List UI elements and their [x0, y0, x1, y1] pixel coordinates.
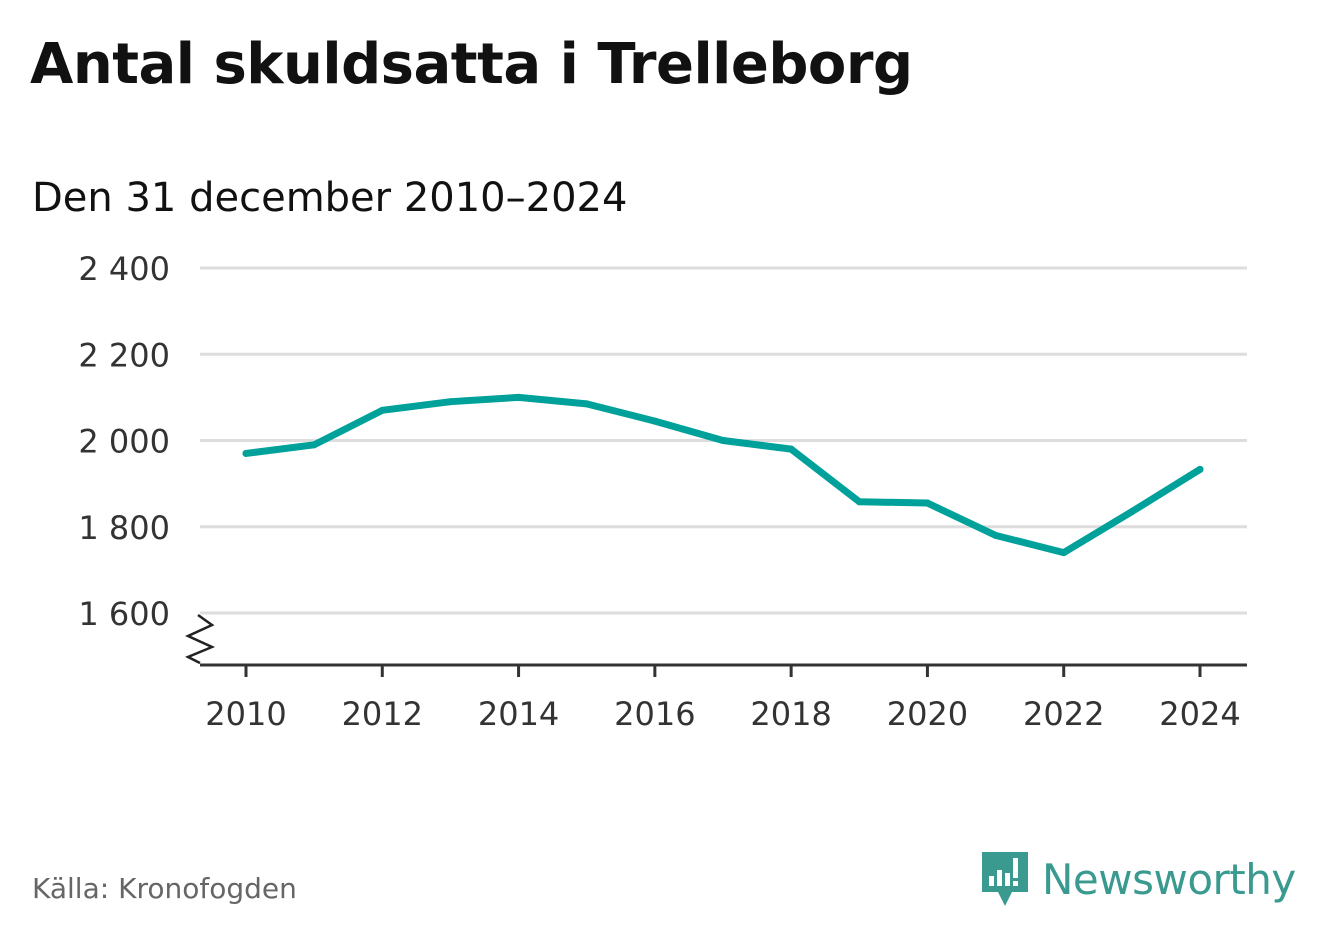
data-point [719, 437, 727, 444]
y-tick-label: 2 400 [78, 250, 170, 288]
x-tick-label: 2024 [1159, 695, 1240, 733]
data-point [651, 417, 659, 425]
newsworthy-logo-icon [982, 852, 1028, 906]
data-point [310, 441, 318, 449]
data-point [1196, 465, 1204, 473]
data-point [855, 498, 863, 506]
brand-logo[interactable]: Newsworthy [980, 848, 1296, 910]
x-tick-label: 2016 [614, 695, 695, 733]
data-point [446, 398, 454, 406]
data-point [1128, 508, 1136, 516]
x-axis: 2010 2012 2014 2016 2018 2020 2022 2024 [184, 613, 1247, 733]
y-tick-label: 2 200 [78, 336, 170, 374]
data-point [787, 445, 795, 453]
data-point [378, 406, 386, 414]
x-tick-label: 2020 [887, 695, 968, 733]
y-tick-label: 1 600 [78, 595, 170, 633]
source-note: Källa: Kronofogden [32, 872, 297, 905]
x-tick-label: 2018 [750, 695, 831, 733]
y-tick-label: 2 000 [78, 423, 170, 461]
data-point [515, 393, 523, 401]
brand-name: Newsworthy [1042, 854, 1296, 904]
series-line [242, 393, 1204, 557]
data-point [242, 449, 250, 457]
y-tick-label: 1 800 [78, 509, 170, 547]
x-tick-label: 2022 [1023, 695, 1104, 733]
data-point [992, 531, 1000, 539]
data-point [583, 400, 591, 408]
data-point [923, 499, 931, 507]
series-layer [242, 393, 1204, 557]
chart-subtitle: Den 31 december 2010–2024 [32, 175, 628, 221]
chart-title: Antal skuldsatta i Trelleborg [30, 32, 913, 97]
x-tick-label: 2010 [205, 695, 286, 733]
y-axis-ticks: 1 600 1 800 2 000 2 200 2 400 [78, 250, 170, 633]
axis-break-icon [184, 613, 216, 665]
x-tick-label: 2012 [342, 695, 423, 733]
data-point [1060, 549, 1068, 557]
x-tick-label: 2014 [478, 695, 559, 733]
